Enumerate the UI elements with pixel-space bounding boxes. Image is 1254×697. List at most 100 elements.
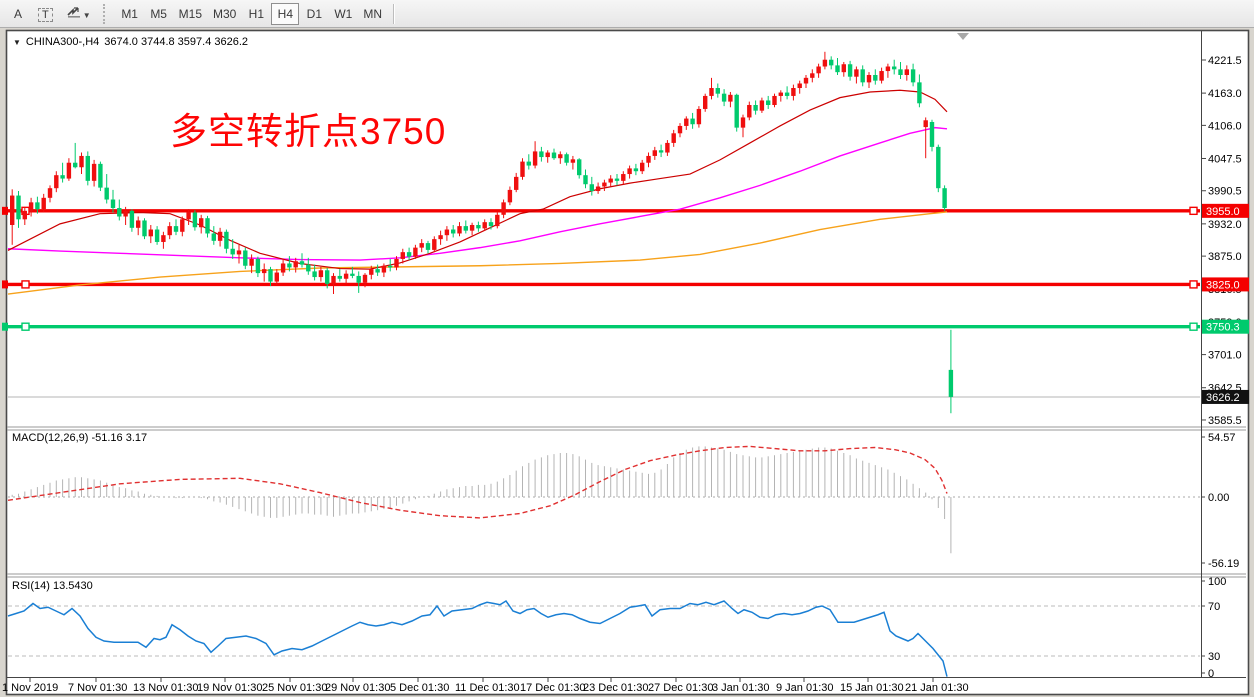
candle-body bbox=[709, 88, 714, 96]
time-tick-label: 7 Nov 01:30 bbox=[68, 682, 127, 694]
candle-body bbox=[469, 224, 475, 231]
timeframe-mn-button[interactable]: MN bbox=[358, 3, 387, 25]
candle-body bbox=[243, 250, 248, 266]
indicator-tick-label: 0 bbox=[1208, 668, 1214, 680]
time-tick-label: 19 Nov 01:30 bbox=[197, 682, 262, 694]
candle-body bbox=[551, 152, 557, 159]
timeframe-m15-button[interactable]: M15 bbox=[174, 3, 207, 25]
candle-body bbox=[394, 258, 399, 268]
candle-body bbox=[73, 162, 78, 168]
candle-body bbox=[495, 214, 500, 227]
hline-handle[interactable] bbox=[21, 322, 30, 331]
candle-body bbox=[104, 187, 109, 200]
time-tick-label: 23 Dec 01:30 bbox=[583, 682, 648, 694]
candle-body bbox=[539, 151, 544, 158]
hline-handle[interactable] bbox=[1189, 280, 1198, 289]
candle-body bbox=[287, 263, 292, 268]
timeframe-h4-button[interactable]: H4 bbox=[271, 2, 300, 25]
candle-body bbox=[255, 258, 261, 274]
timeframe-m5-button[interactable]: M5 bbox=[145, 3, 173, 25]
scroll-to-end-icon[interactable] bbox=[957, 33, 969, 40]
price-tick-label: 3585.5 bbox=[1208, 415, 1242, 427]
candle-body bbox=[501, 202, 506, 215]
candle-body bbox=[161, 235, 166, 242]
candle-body bbox=[715, 88, 720, 94]
candle-body bbox=[885, 66, 891, 72]
collapse-chart-icon[interactable]: ▼ bbox=[13, 37, 21, 47]
candle-body bbox=[797, 83, 802, 89]
candle-body bbox=[558, 154, 563, 159]
candle-body bbox=[753, 104, 758, 111]
hline-handle[interactable] bbox=[1189, 206, 1198, 216]
text-tool-button[interactable]: T bbox=[32, 3, 59, 25]
hline-edge-mark bbox=[2, 322, 8, 331]
candle-body bbox=[186, 212, 191, 220]
timeframe-m30-button[interactable]: M30 bbox=[208, 3, 241, 25]
candle-body bbox=[816, 66, 821, 74]
timeframe-d1-button[interactable]: D1 bbox=[300, 3, 328, 25]
candle-body bbox=[406, 252, 412, 257]
candle-body bbox=[192, 212, 198, 228]
candle-body bbox=[703, 95, 708, 109]
candle-body bbox=[35, 202, 40, 210]
time-tick-label: 13 Nov 01:30 bbox=[133, 682, 198, 694]
candle-body bbox=[526, 161, 531, 166]
candle-body bbox=[60, 175, 65, 179]
rsi-line bbox=[7, 599, 948, 677]
candle-body bbox=[759, 100, 765, 111]
time-tick-label: 29 Nov 01:30 bbox=[325, 682, 390, 694]
indicator-tick-label: 100 bbox=[1208, 576, 1226, 588]
candle-body bbox=[847, 64, 853, 77]
toolbar-separator bbox=[393, 3, 396, 24]
price-badge bbox=[1202, 203, 1249, 218]
timeframe-group: M1 M5 M15 M30 H1 H4 D1 W1 MN bbox=[116, 2, 387, 25]
candle-body bbox=[318, 270, 324, 278]
candle-body bbox=[337, 275, 342, 279]
price-annotation-text[interactable]: 多空转折点3750 bbox=[170, 111, 447, 152]
candle-body bbox=[306, 264, 311, 272]
hline-edge-mark bbox=[2, 206, 8, 215]
candle-body bbox=[236, 250, 242, 255]
candle-body bbox=[362, 274, 368, 283]
chevron-down-icon: ▼ bbox=[82, 11, 91, 20]
candle-body bbox=[784, 92, 790, 96]
toolbar-grip[interactable] bbox=[102, 3, 110, 24]
price-tick-label: 3701.0 bbox=[1208, 350, 1242, 362]
price-tick-label: 3990.5 bbox=[1208, 186, 1242, 198]
candle-body bbox=[904, 69, 909, 75]
candle-body bbox=[589, 184, 594, 192]
candle-body bbox=[148, 229, 153, 237]
hline-handle[interactable] bbox=[1189, 322, 1198, 331]
candle-body bbox=[791, 88, 796, 96]
indicator-tick-label: -56.19 bbox=[1208, 558, 1239, 570]
time-tick-label: 25 Nov 01:30 bbox=[262, 682, 327, 694]
candle-body bbox=[734, 94, 739, 128]
price-tick-label: 4163.0 bbox=[1208, 88, 1242, 100]
candle-body bbox=[117, 208, 122, 217]
candle-body bbox=[325, 270, 330, 284]
timeframe-m1-button[interactable]: M1 bbox=[116, 3, 144, 25]
candle-body bbox=[633, 168, 639, 172]
candle-body bbox=[866, 74, 872, 83]
candle-body bbox=[432, 239, 437, 250]
candle-body bbox=[835, 65, 840, 73]
candle-body bbox=[646, 155, 651, 163]
timeframe-w1-button[interactable]: W1 bbox=[329, 3, 357, 25]
price-badge bbox=[1202, 277, 1249, 292]
candle-body bbox=[665, 142, 670, 153]
candle-body bbox=[425, 243, 431, 250]
annotations-button[interactable]: A bbox=[6, 3, 30, 25]
candle-body bbox=[47, 188, 53, 198]
candle-body bbox=[123, 210, 128, 217]
candle-body bbox=[457, 226, 462, 234]
hline-handle[interactable] bbox=[21, 280, 30, 289]
candle-body bbox=[312, 271, 317, 278]
time-tick-label: 3 Jan 01:30 bbox=[712, 682, 770, 694]
chart-styles-button[interactable]: ▼ bbox=[61, 3, 97, 25]
candle-body bbox=[180, 219, 185, 232]
timeframe-h1-button[interactable]: H1 bbox=[242, 3, 270, 25]
candle-body bbox=[570, 159, 576, 163]
chart-window-frame bbox=[5, 29, 1250, 696]
price-badge bbox=[1202, 389, 1249, 404]
